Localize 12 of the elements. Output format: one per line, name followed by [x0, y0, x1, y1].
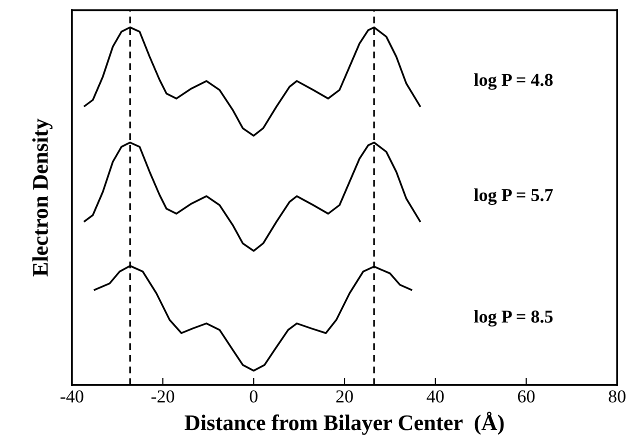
text: log P = 8.5 [474, 310, 553, 327]
text: log P = 5.7 [474, 188, 553, 205]
x-axis-title: Distance from Bilayer Center (Å) [184, 412, 504, 435]
x-tick-label: 80 [608, 390, 626, 403]
x-tick-label: 40 [426, 390, 444, 403]
x-tick-label: -20 [151, 390, 174, 403]
x-tick-label: 20 [336, 390, 353, 403]
x-tick-label: 60 [518, 390, 535, 403]
y-axis-title: Electron Density [32, 118, 52, 276]
x-tick-label: -40 [60, 390, 84, 403]
text: log P = 4.8 [474, 73, 553, 90]
x-tick-label: 0 [250, 390, 258, 403]
